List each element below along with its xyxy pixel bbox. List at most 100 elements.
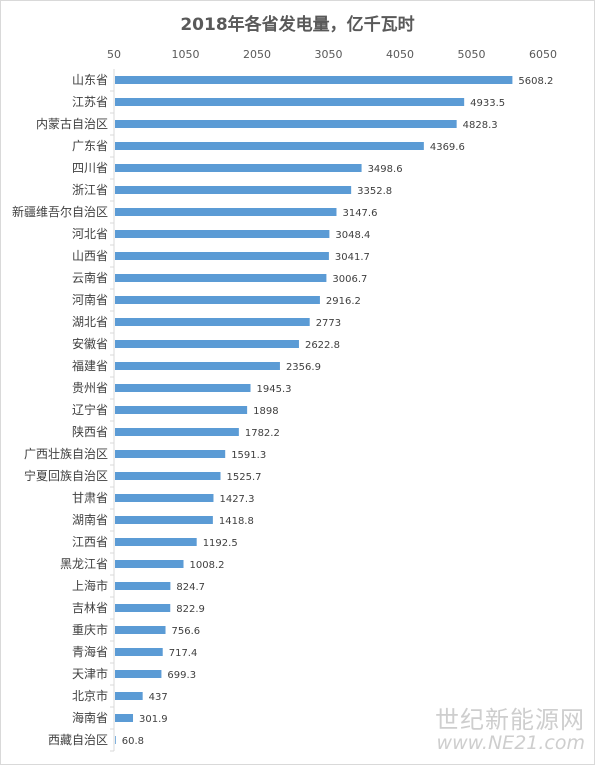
x-tick-label: 1050 bbox=[172, 48, 200, 61]
category-label: 内蒙古自治区 bbox=[36, 116, 108, 131]
category-label: 广东省 bbox=[72, 139, 108, 153]
bar bbox=[115, 142, 424, 150]
x-tick-label: 50 bbox=[107, 48, 121, 61]
x-tick-label: 6050 bbox=[529, 48, 557, 61]
data-label: 3147.6 bbox=[342, 208, 377, 219]
data-label: 2916.2 bbox=[326, 296, 361, 307]
bar bbox=[115, 164, 362, 172]
data-label: 3352.8 bbox=[357, 186, 392, 197]
category-label: 黑龙江省 bbox=[60, 557, 108, 571]
bar bbox=[115, 494, 214, 502]
bar bbox=[115, 428, 239, 436]
bar bbox=[115, 736, 116, 744]
bar bbox=[115, 98, 465, 106]
bar bbox=[115, 626, 166, 634]
category-label: 辽宁省 bbox=[72, 402, 108, 417]
bar bbox=[115, 648, 163, 656]
data-label: 4933.5 bbox=[470, 98, 505, 109]
data-label: 822.9 bbox=[176, 604, 205, 615]
bar bbox=[115, 450, 226, 458]
x-tick-label: 5050 bbox=[458, 48, 486, 61]
data-label: 5608.2 bbox=[518, 76, 553, 87]
category-label: 天津市 bbox=[72, 666, 108, 681]
data-label: 301.9 bbox=[139, 714, 168, 725]
bar bbox=[115, 318, 310, 326]
data-label: 1782.2 bbox=[245, 428, 280, 439]
category-label: 云南省 bbox=[72, 270, 108, 285]
bar bbox=[115, 714, 134, 722]
data-label: 1427.3 bbox=[219, 494, 254, 505]
bar bbox=[115, 230, 330, 238]
x-tick-label: 2050 bbox=[243, 48, 271, 61]
category-label: 重庆市 bbox=[72, 622, 108, 637]
data-label: 824.7 bbox=[176, 582, 205, 593]
bar bbox=[115, 472, 221, 480]
category-label: 海南省 bbox=[72, 710, 108, 725]
data-label: 1418.8 bbox=[219, 516, 254, 527]
data-label: 1525.7 bbox=[227, 472, 262, 483]
bar bbox=[115, 692, 143, 700]
category-label: 新疆维吾尔自治区 bbox=[12, 204, 108, 219]
category-label: 吉林省 bbox=[72, 601, 108, 615]
bar bbox=[115, 516, 213, 524]
category-label: 安徽省 bbox=[72, 336, 108, 351]
watermark-url: www.NE21.com bbox=[436, 732, 585, 754]
category-label: 西藏自治区 bbox=[48, 733, 108, 747]
category-label: 浙江省 bbox=[72, 183, 108, 197]
x-tick-label: 4050 bbox=[386, 48, 414, 61]
data-label: 717.4 bbox=[169, 648, 198, 659]
bar bbox=[115, 274, 327, 282]
bar bbox=[115, 340, 299, 348]
category-label: 湖北省 bbox=[72, 314, 108, 329]
bar bbox=[115, 538, 197, 546]
bar bbox=[115, 604, 171, 612]
bar bbox=[115, 560, 184, 568]
data-label: 3006.7 bbox=[332, 274, 367, 285]
data-label: 1192.5 bbox=[203, 538, 238, 549]
watermark: 世纪新能源网 www.NE21.com bbox=[435, 708, 585, 753]
category-label: 北京市 bbox=[72, 688, 108, 703]
category-label: 山东省 bbox=[72, 73, 108, 87]
category-label: 广西壮族自治区 bbox=[24, 447, 108, 461]
data-label: 437 bbox=[149, 692, 168, 703]
category-label: 江西省 bbox=[72, 535, 108, 549]
category-label: 青海省 bbox=[72, 644, 108, 659]
chart-title: 2018年各省发电量，亿千瓦时 bbox=[180, 15, 415, 35]
data-label: 1945.3 bbox=[257, 384, 292, 395]
watermark-text: 世纪新能源网 bbox=[435, 706, 585, 734]
category-label: 山西省 bbox=[72, 249, 108, 263]
data-label: 3498.6 bbox=[368, 164, 403, 175]
data-label: 2356.9 bbox=[286, 362, 321, 373]
bar bbox=[115, 582, 171, 590]
category-label: 宁夏回族自治区 bbox=[24, 468, 108, 483]
category-label: 陕西省 bbox=[72, 424, 108, 439]
data-label: 2622.8 bbox=[305, 340, 340, 351]
data-label: 1008.2 bbox=[190, 560, 225, 571]
category-label: 贵州省 bbox=[72, 381, 108, 395]
bar bbox=[115, 670, 162, 678]
category-label: 甘肃省 bbox=[72, 491, 108, 505]
bar bbox=[115, 252, 329, 260]
category-label: 河北省 bbox=[72, 227, 108, 241]
x-tick-label: 3050 bbox=[315, 48, 343, 61]
bar bbox=[115, 120, 457, 128]
data-label: 3048.4 bbox=[335, 230, 370, 241]
data-label: 1591.3 bbox=[231, 450, 266, 461]
data-label: 4369.6 bbox=[430, 142, 465, 153]
data-label: 699.3 bbox=[167, 670, 196, 681]
data-label: 60.8 bbox=[122, 736, 144, 747]
category-label: 江苏省 bbox=[72, 95, 108, 109]
bar bbox=[115, 362, 280, 370]
bar bbox=[115, 208, 337, 216]
data-label: 4828.3 bbox=[463, 120, 498, 131]
bar bbox=[115, 406, 248, 414]
data-label: 2773 bbox=[316, 318, 341, 329]
data-label: 756.6 bbox=[172, 626, 201, 637]
bar bbox=[115, 76, 513, 84]
data-label: 1898 bbox=[253, 406, 278, 417]
bar bbox=[115, 186, 352, 194]
category-label: 四川省 bbox=[72, 161, 108, 175]
bar bbox=[115, 296, 320, 304]
category-label: 河南省 bbox=[72, 292, 108, 307]
